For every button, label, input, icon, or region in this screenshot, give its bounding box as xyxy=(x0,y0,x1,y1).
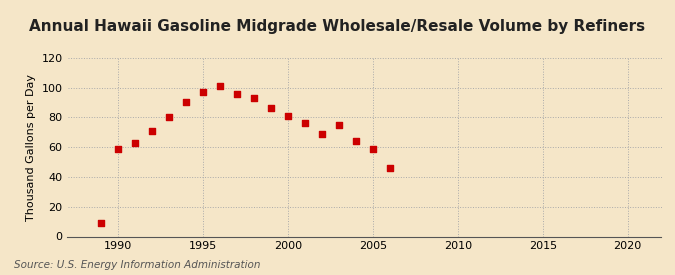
Point xyxy=(113,146,124,151)
Point xyxy=(181,100,192,105)
Point xyxy=(300,121,310,125)
Point xyxy=(385,166,396,170)
Point xyxy=(164,115,175,120)
Point xyxy=(147,128,158,133)
Point xyxy=(232,91,242,96)
Text: Source: U.S. Energy Information Administration: Source: U.S. Energy Information Administ… xyxy=(14,260,260,270)
Point xyxy=(317,131,327,136)
Point xyxy=(215,84,225,88)
Point xyxy=(96,221,107,225)
Point xyxy=(266,106,277,111)
Point xyxy=(130,141,141,145)
Point xyxy=(249,96,260,100)
Text: Annual Hawaii Gasoline Midgrade Wholesale/Resale Volume by Refiners: Annual Hawaii Gasoline Midgrade Wholesal… xyxy=(30,19,645,34)
Point xyxy=(350,139,361,143)
Point xyxy=(333,123,344,127)
Point xyxy=(198,90,209,94)
Point xyxy=(368,146,379,151)
Point xyxy=(283,114,294,118)
Y-axis label: Thousand Gallons per Day: Thousand Gallons per Day xyxy=(26,74,36,221)
